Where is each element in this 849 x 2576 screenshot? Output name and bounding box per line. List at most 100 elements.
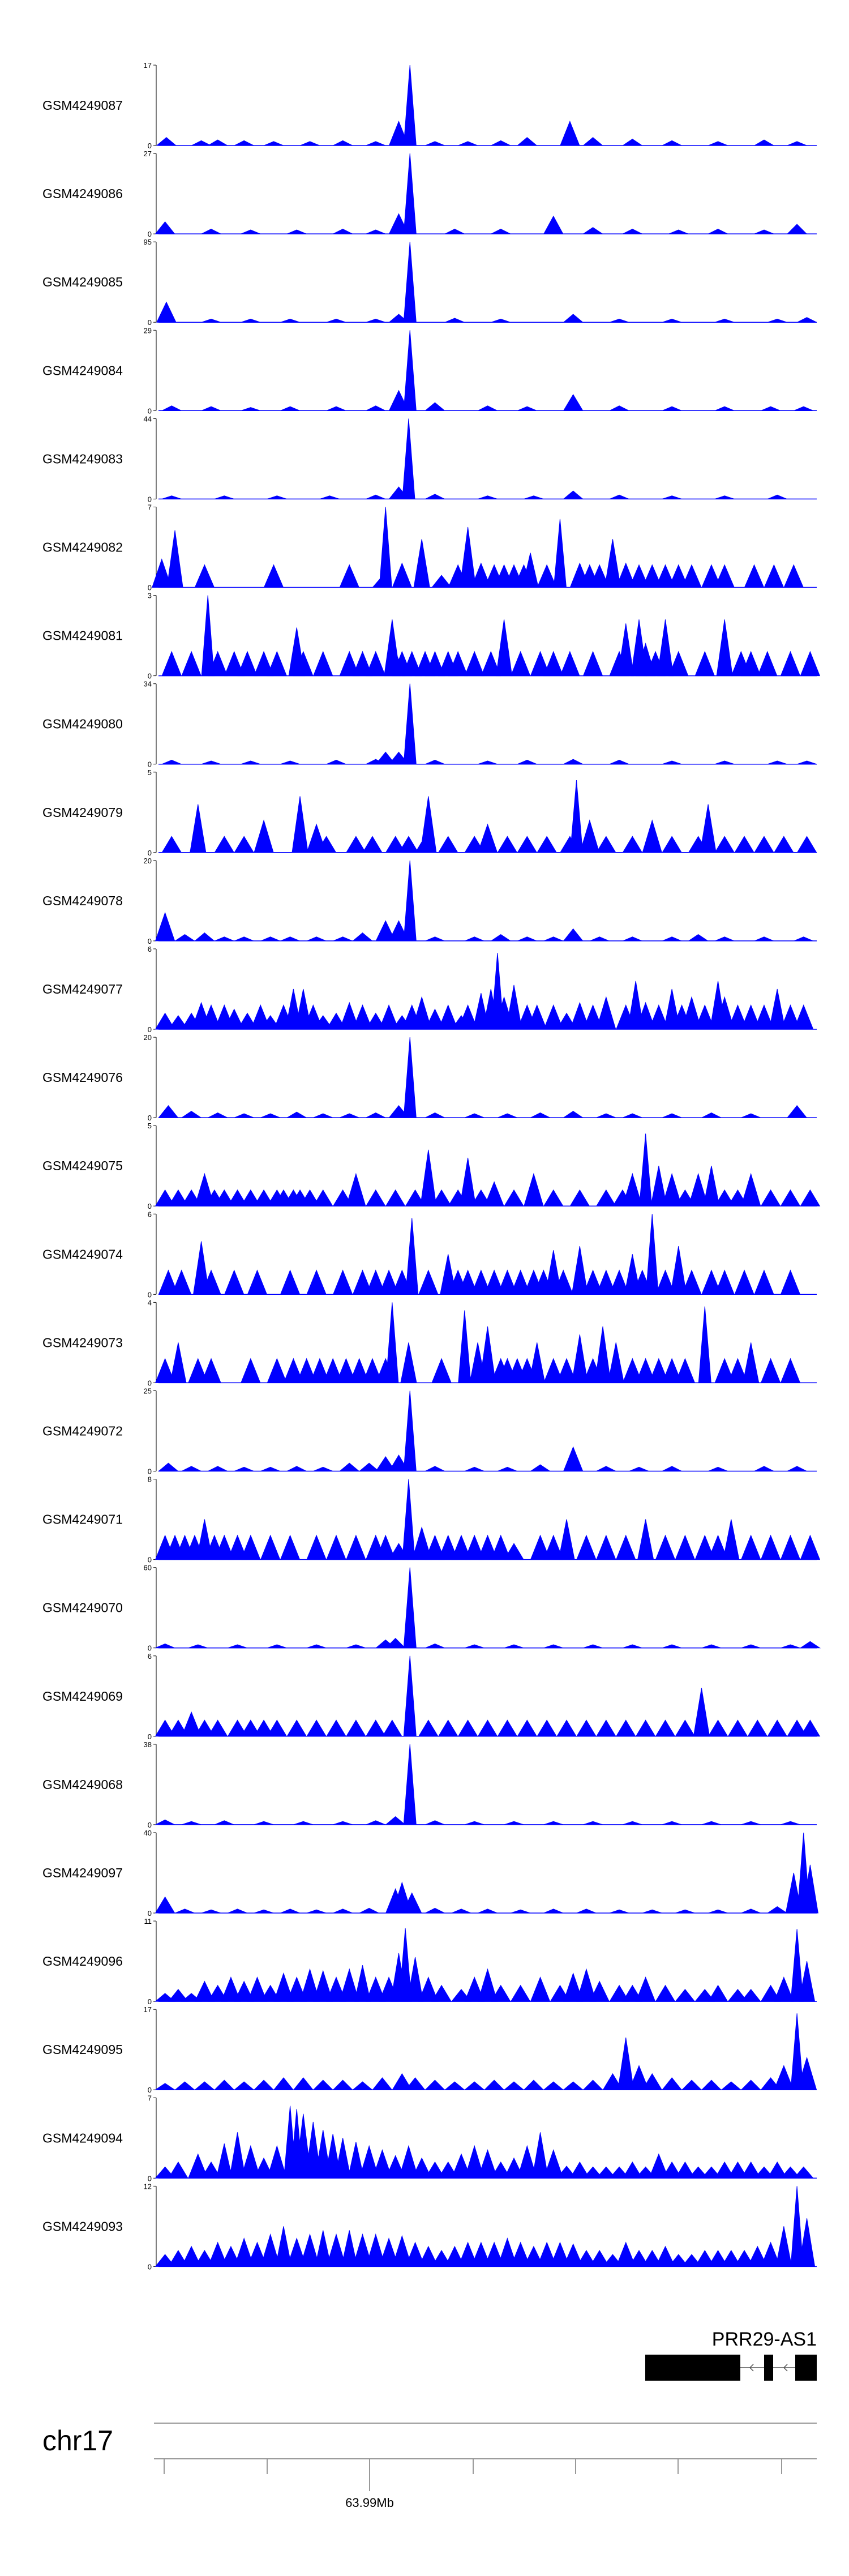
signal-peak (168, 1189, 188, 1206)
signal-peak (260, 936, 280, 942)
signal-peak (312, 1015, 333, 1030)
signal-peak (798, 1961, 816, 2002)
signal-peak (366, 1112, 386, 1118)
signal-peak (694, 1988, 715, 2002)
signal-peak (708, 141, 728, 146)
signal-peak (754, 229, 774, 234)
signal-peak (543, 1004, 564, 1030)
track-GSM4249081: GSM4249081 3 0 (42, 592, 821, 681)
signal-peak (401, 1892, 422, 1914)
signal-peak (490, 934, 512, 942)
signal-peak (385, 1302, 399, 1383)
signal-peak (714, 1189, 735, 1206)
signal-peak (675, 2161, 696, 2179)
signal-peak (497, 2237, 518, 2267)
signal-peak (280, 406, 300, 411)
signal-peak (306, 1909, 327, 1914)
signal-peak (181, 1821, 201, 1825)
signal-peak (655, 1534, 676, 1560)
signal-peak (582, 137, 603, 146)
signal-peak (796, 2056, 817, 2090)
signal-peak (609, 405, 629, 411)
signal-peak (306, 1644, 327, 1649)
signal-peak (457, 2241, 478, 2267)
y-min-label: 0 (148, 1909, 152, 1918)
y-min-label: 0 (148, 672, 152, 681)
signal-peak (424, 1534, 445, 1560)
signal-peak (286, 2237, 307, 2267)
signal-peak (254, 1821, 274, 1825)
signal-peak (216, 2143, 233, 2179)
signal-peak (707, 1719, 728, 1737)
track-GSM4249094: GSM4249094 7 0 (42, 2094, 817, 2183)
signal-peak (662, 1113, 682, 1118)
signal-peak (571, 1334, 588, 1383)
signal-peak (155, 2254, 175, 2267)
signal-peak (556, 1358, 577, 1383)
signal-peak (675, 1358, 696, 1383)
signal-peak (662, 495, 682, 499)
signal-peak (402, 1479, 415, 1560)
y-min-label: 0 (148, 1114, 152, 1122)
signal-peak (773, 836, 794, 853)
signal-peak (168, 2161, 188, 2179)
signal-peak (234, 1113, 254, 1118)
y-max-label: 7 (148, 503, 152, 512)
signal-peak (668, 229, 688, 234)
signal-peak (615, 1534, 636, 1560)
signal-peak (326, 760, 346, 765)
signal-peak (543, 936, 563, 942)
signal-peak (224, 1008, 245, 1030)
signal-peak (662, 140, 682, 146)
signal-peak (760, 1534, 781, 1560)
signal-peak (280, 1534, 301, 1560)
y-min-label: 0 (148, 230, 152, 238)
signal-peak (221, 1976, 241, 2002)
signal-peak (583, 1644, 603, 1649)
signal-peak (286, 1976, 307, 2002)
signal-peak (174, 2081, 195, 2090)
signal-peak (313, 651, 333, 677)
gene-exon (764, 2355, 773, 2381)
signal-peak (576, 1909, 597, 1914)
y-min-label: 0 (148, 1379, 152, 1387)
signal-peak (681, 996, 702, 1030)
signal-peak (464, 2145, 484, 2179)
signal-peak (385, 1816, 406, 1825)
signal-peak (286, 1719, 307, 1737)
signal-peak (668, 2254, 689, 2267)
signal-peak (590, 936, 610, 942)
track-label: GSM4249094 (42, 2130, 123, 2145)
signal-peak (207, 1984, 228, 2002)
signal-peak (524, 1173, 544, 1206)
signal-peak (563, 2243, 584, 2267)
signal-peak (537, 2241, 557, 2267)
y-min-label: 0 (148, 2174, 152, 2183)
signal-peak (341, 2230, 358, 2267)
signal-peak (629, 2065, 649, 2090)
signal-peak (595, 1719, 616, 1737)
signal-peak (388, 314, 409, 323)
signal-peak (589, 1980, 610, 2002)
signal-peak (366, 1269, 386, 1295)
signal-peak (431, 1189, 452, 1206)
signal-peak (201, 229, 221, 234)
signal-peak (714, 1358, 735, 1383)
signal-peak (753, 2166, 775, 2179)
signal-peak (622, 1984, 643, 2002)
signal-peak (662, 318, 682, 323)
signal-peak (155, 1719, 175, 1737)
signal-peak (168, 1015, 188, 1030)
signal-peak (780, 1189, 801, 1206)
signal-peak (754, 1004, 774, 1030)
signal-peak (215, 495, 234, 499)
signal-peak (741, 1173, 761, 1206)
signal-peak (767, 1719, 788, 1737)
signal-peak (162, 760, 182, 765)
signal-peak (227, 1189, 248, 1206)
signal-peak (260, 2233, 281, 2267)
signal-peak (498, 1113, 517, 1118)
signal-peak (280, 1909, 300, 1914)
signal-peak (403, 65, 417, 146)
signal-peak (681, 2254, 702, 2267)
